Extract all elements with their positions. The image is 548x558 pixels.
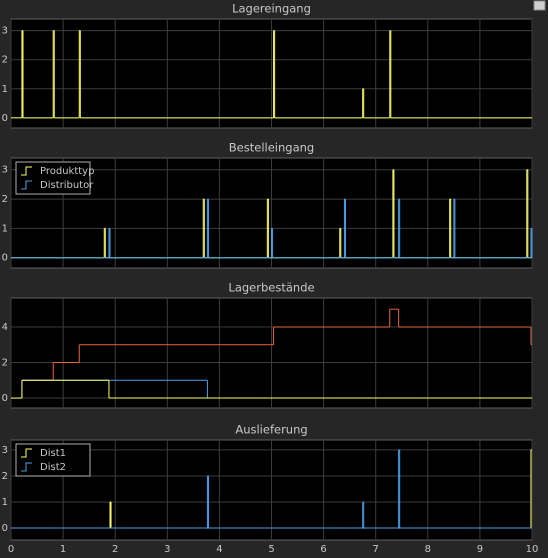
x-tick-label: 5 [268,544,274,555]
x-tick-label: 0 [8,544,14,555]
chart-title: Auslieferung [235,423,307,437]
legend-swatch [21,180,32,190]
y-tick-label: 3 [2,445,8,456]
legend-swatch [21,462,32,472]
chart-title: Bestelleingang [229,141,314,155]
y-tick-label: 2 [2,55,8,66]
y-tick-label: 3 [2,26,8,37]
undock-icon[interactable] [533,0,546,11]
x-tick-label: 6 [320,544,326,555]
x-tick-label: 8 [425,544,431,555]
y-tick-label: 2 [2,358,8,369]
y-tick-label: 4 [2,322,8,333]
y-tick-label: 0 [2,393,8,404]
x-tick-label: 7 [373,544,379,555]
x-tick-label: 10 [526,544,539,555]
y-tick-label: 0 [2,113,8,124]
y-tick-label: 2 [2,471,8,482]
legend-label: Distributor [40,180,94,191]
legend-label: Dist2 [40,462,66,473]
x-tick-label: 4 [216,544,222,555]
y-tick-label: 1 [2,497,8,508]
x-tick-label: 3 [164,544,170,555]
x-tick-label: 9 [477,544,483,555]
x-tick-label: 1 [60,544,66,555]
y-tick-label: 0 [2,253,8,264]
chart-title: Lagereingang [232,2,311,16]
legend-swatch [21,448,32,458]
y-tick-label: 3 [2,165,8,176]
chart-title: Lagerbestände [228,281,314,295]
legend-label: Produkttyp [40,166,94,177]
y-tick-label: 2 [2,194,8,205]
legend-swatch [21,166,32,176]
x-tick-label: 2 [112,544,118,555]
y-tick-label: 0 [2,523,8,534]
legend-label: Dist1 [40,448,66,459]
y-tick-label: 1 [2,84,8,95]
y-tick-label: 1 [2,223,8,234]
